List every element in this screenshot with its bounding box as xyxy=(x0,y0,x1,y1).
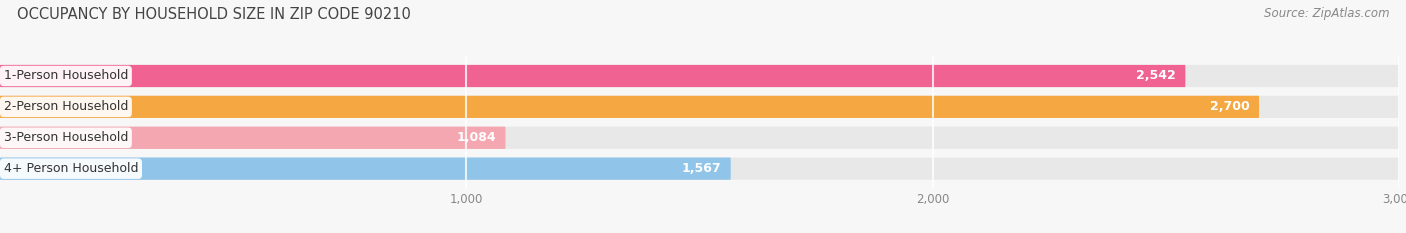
FancyBboxPatch shape xyxy=(0,96,1399,118)
FancyBboxPatch shape xyxy=(0,158,1399,180)
FancyBboxPatch shape xyxy=(0,127,1399,149)
Text: 1-Person Household: 1-Person Household xyxy=(4,69,128,82)
FancyBboxPatch shape xyxy=(0,96,1260,118)
FancyBboxPatch shape xyxy=(0,127,506,149)
Text: 2,542: 2,542 xyxy=(1136,69,1175,82)
Text: OCCUPANCY BY HOUSEHOLD SIZE IN ZIP CODE 90210: OCCUPANCY BY HOUSEHOLD SIZE IN ZIP CODE … xyxy=(17,7,411,22)
Text: 1,084: 1,084 xyxy=(457,131,496,144)
Text: 2-Person Household: 2-Person Household xyxy=(4,100,128,113)
Text: Source: ZipAtlas.com: Source: ZipAtlas.com xyxy=(1264,7,1389,20)
FancyBboxPatch shape xyxy=(0,65,1185,87)
Text: 2,700: 2,700 xyxy=(1211,100,1250,113)
Text: 3-Person Household: 3-Person Household xyxy=(4,131,128,144)
FancyBboxPatch shape xyxy=(0,158,731,180)
Text: 4+ Person Household: 4+ Person Household xyxy=(4,162,138,175)
FancyBboxPatch shape xyxy=(0,65,1399,87)
Text: 1,567: 1,567 xyxy=(682,162,721,175)
